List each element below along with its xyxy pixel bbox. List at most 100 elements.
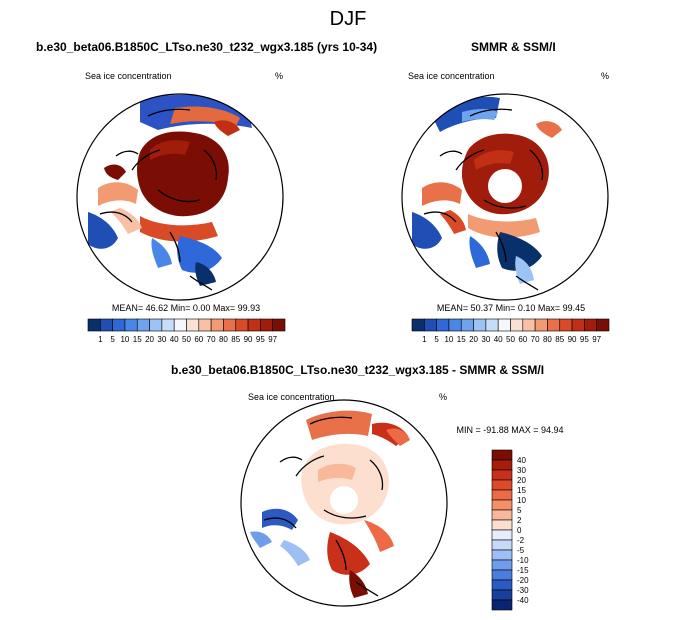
panel2-map — [402, 94, 608, 300]
panel3-colorbar-box — [491, 469, 513, 481]
panel2-colorbar-box — [424, 318, 437, 332]
panel1-colorbar-box — [100, 318, 113, 332]
panel3-colorbar-box — [491, 509, 513, 521]
panel3-colorbar-box — [491, 489, 513, 501]
panel2-colorbar-box — [497, 318, 511, 332]
panel3-colorbar-tick-label: 10 — [517, 496, 526, 505]
panel1-units-label: % — [275, 71, 283, 81]
panel2-colorbar-tick-label: 70 — [531, 335, 540, 344]
panel1-colorbar-box — [198, 318, 212, 332]
panel1-colorbar-tick-label: 60 — [194, 335, 203, 344]
panel1-map — [77, 94, 283, 300]
panel1-colorbar-box — [112, 318, 126, 332]
panel3-units-label: % — [439, 392, 447, 402]
panel2-colorbar-box — [522, 318, 536, 332]
panel3-colorbar-tick-label: 15 — [517, 486, 526, 495]
panel3-colorbar-box — [491, 529, 513, 541]
panel1-colorbar-tick-label: 30 — [157, 335, 166, 344]
panel3-stats: MIN = -91.88 MAX = 94.94 — [456, 425, 563, 435]
panel3-colorbar-box — [491, 559, 513, 571]
panel2-units-label: % — [601, 71, 609, 81]
panel2-colorbar-box — [571, 318, 585, 332]
panel1-colorbar-tick-label: 95 — [256, 335, 265, 344]
panel2-colorbar-tick-label: 85 — [555, 335, 564, 344]
panel2-colorbar-tick-label: 97 — [592, 335, 601, 344]
figure-title: DJF — [329, 8, 367, 30]
panel3-map-border — [240, 399, 448, 607]
panel1-title: b.e30_beta06.B1850C_LTso.ne30_t232_wgx3.… — [36, 40, 378, 54]
panel3-colorbar-tick-label: -20 — [517, 576, 529, 585]
panel3-colorbar-tick-label: 30 — [517, 466, 526, 475]
panel3-title: b.e30_beta06.B1850C_LTso.ne30_t232_wgx3.… — [171, 363, 545, 377]
panel1-colorbar-box — [247, 318, 261, 332]
panel2-colorbar: 1 5 10 15 20 30 40 50 60 70 80 85 90 95 97 — [411, 318, 610, 344]
panel2-colorbar-box — [485, 318, 499, 332]
panel1-colorbar-box — [124, 318, 138, 332]
panel3-colorbar-box — [491, 479, 513, 491]
panel1-colorbar-box — [223, 318, 237, 332]
panel1-colorbar-tick-label: 80 — [219, 335, 228, 344]
panel3-colorbar-tick-label: 2 — [517, 516, 522, 525]
panel1-colorbar-tick-label: 90 — [244, 335, 253, 344]
panel2-left-label: Sea ice concentration — [408, 71, 495, 81]
panel2-colorbar-tick-label: 90 — [568, 335, 577, 344]
panel1-colorbar-box — [149, 318, 163, 332]
panel1-colorbar-tick-label: 97 — [268, 335, 277, 344]
panel2-colorbar-tick-label: 95 — [580, 335, 589, 344]
panel3-colorbar-tick-label: -40 — [517, 596, 529, 605]
panel2-title: SMMR & SSM/I — [471, 40, 556, 54]
panel2-colorbar-tick-label: 15 — [457, 335, 466, 344]
panel1-colorbar-tick-label: 20 — [145, 335, 154, 344]
panel1-colorbar-box — [272, 318, 286, 332]
panel3-colorbar-tick-label: -15 — [517, 566, 529, 575]
panel1-colorbar-box — [87, 318, 101, 332]
panel2-colorbar-box — [559, 318, 573, 332]
panel1-colorbar-box — [161, 318, 175, 332]
panel2-colorbar-tick-label: 60 — [518, 335, 527, 344]
panel1-colorbar-tick-label: 15 — [133, 335, 142, 344]
panel3-map — [241, 400, 447, 606]
panel2-colorbar-tick-label: 20 — [469, 335, 478, 344]
panel3-colorbar-tick-label: -2 — [517, 536, 525, 545]
panel2-colorbar-box — [547, 318, 561, 332]
panel3-colorbar-box — [491, 549, 513, 561]
panel3-colorbar-box — [491, 519, 513, 531]
panel3-colorbar-tick-label: -30 — [517, 586, 529, 595]
panel1-colorbar-tick-label: 50 — [182, 335, 191, 344]
panel3-left-label: Sea ice concentration — [248, 392, 335, 402]
panel3-colorbar-tick-label: -5 — [517, 546, 525, 555]
panel3-colorbar-box — [491, 579, 513, 591]
panel2-colorbar-box — [584, 318, 597, 332]
panel2-colorbar-box — [460, 318, 474, 332]
panel1-colorbar-tick-label: 70 — [207, 335, 216, 344]
panel2-colorbar-box — [534, 318, 548, 332]
panel1-map-border — [76, 93, 284, 301]
panel2-colorbar-tick-label: 40 — [494, 335, 503, 344]
panel1-colorbar-tick-label: 40 — [170, 335, 179, 344]
panel3-colorbar-tick-label: 5 — [517, 506, 522, 515]
panel1-colorbar-tick-label: 10 — [120, 335, 129, 344]
panel2-colorbar-box — [411, 318, 425, 332]
panel1-colorbar-box — [173, 318, 187, 332]
panel3-colorbar-box — [491, 499, 513, 511]
panel3-colorbar-tick-label: 0 — [517, 526, 522, 535]
panel1-colorbar-tick-label: 5 — [110, 335, 115, 344]
panel2-colorbar-box — [510, 318, 524, 332]
panel2-colorbar-tick-label: 1 — [422, 335, 427, 344]
panel1-colorbar-box — [210, 318, 224, 332]
panel2-colorbar-tick-label: 80 — [543, 335, 552, 344]
panel3-colorbar-box — [491, 589, 513, 601]
panel2-colorbar-tick-label: 10 — [444, 335, 453, 344]
panel1-colorbar-box — [260, 318, 273, 332]
panel2-colorbar-box — [436, 318, 450, 332]
panel2-colorbar-box — [448, 318, 462, 332]
panel3-colorbar-box — [491, 449, 513, 461]
panel1-colorbar-tick-label: 85 — [231, 335, 240, 344]
panel3-colorbar-box — [491, 539, 513, 551]
panel1-colorbar-tick-label: 1 — [98, 335, 103, 344]
panel2-colorbar-box — [596, 318, 610, 332]
panel3-colorbar-tick-label: 40 — [517, 456, 526, 465]
panel2-colorbar-tick-label: 5 — [434, 335, 439, 344]
